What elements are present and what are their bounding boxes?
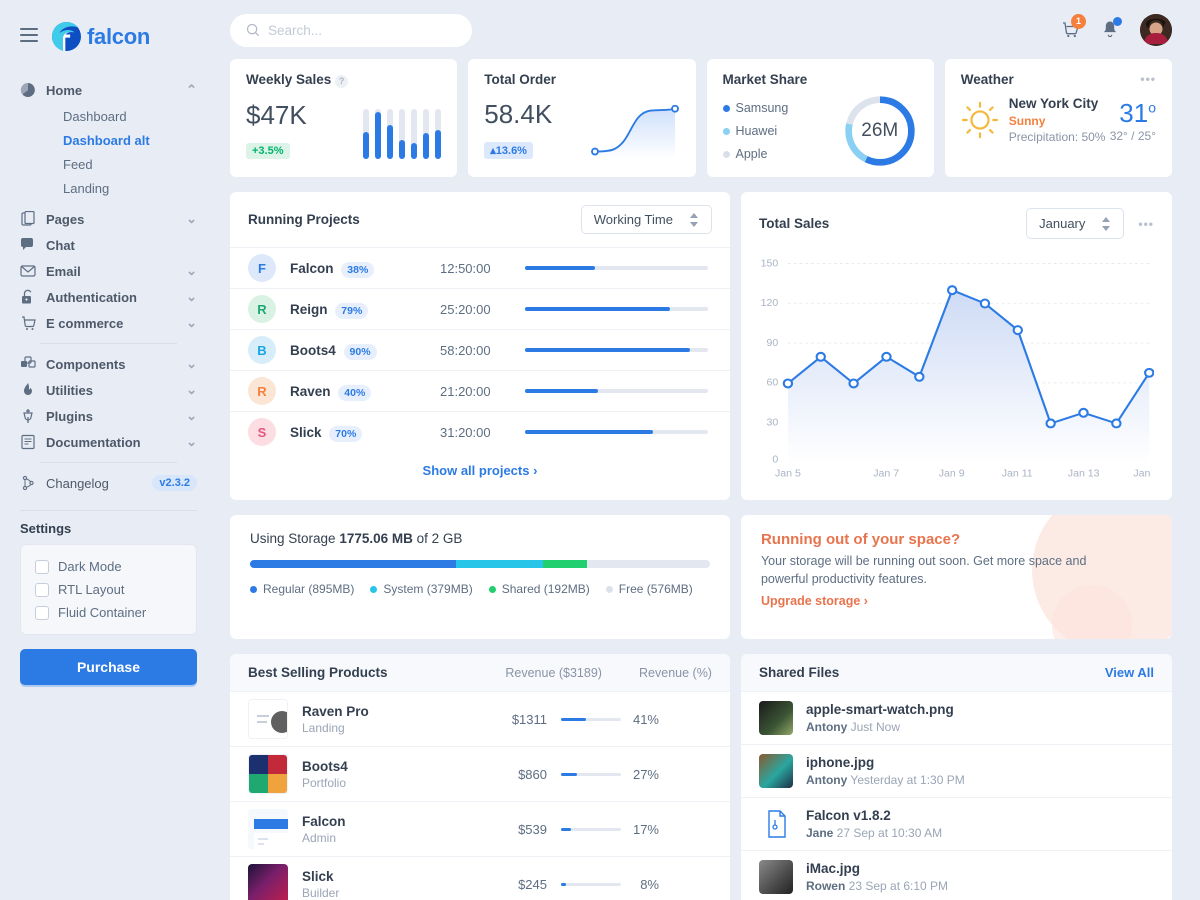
svg-text:Jan 13: Jan 13: [1068, 469, 1100, 480]
svg-text:Jan 11: Jan 11: [1002, 469, 1033, 480]
svg-text:0: 0: [772, 455, 778, 466]
svg-text:60: 60: [766, 378, 778, 389]
svg-text:Jan 15: Jan 15: [1133, 469, 1154, 480]
svg-text:Jan 7: Jan 7: [873, 469, 899, 480]
svg-text:90: 90: [766, 338, 778, 349]
svg-text:150: 150: [761, 258, 779, 269]
svg-text:Jan 9: Jan 9: [939, 469, 965, 480]
svg-text:30: 30: [766, 418, 778, 429]
svg-text:Jan 5: Jan 5: [775, 469, 801, 480]
svg-text:120: 120: [761, 298, 779, 309]
